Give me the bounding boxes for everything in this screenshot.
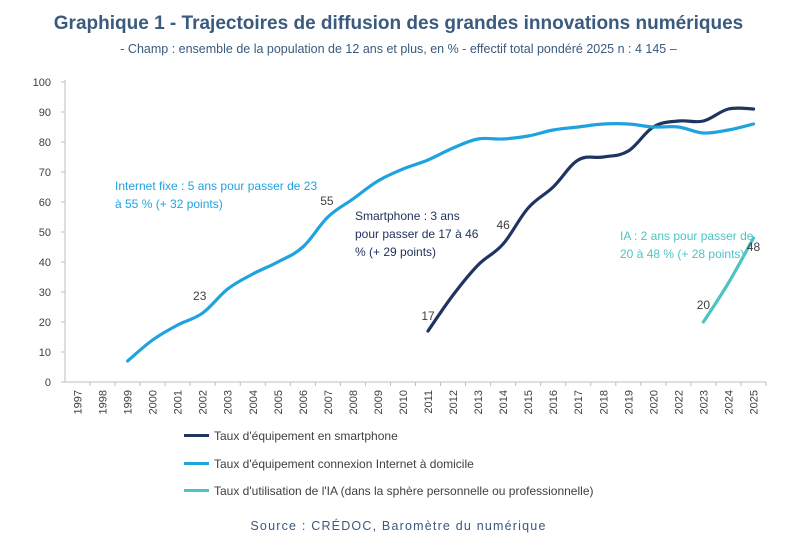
x-tick-label: 2001 xyxy=(173,390,185,414)
x-tick-label: 2023 xyxy=(698,390,710,414)
series-line-ia xyxy=(701,236,756,324)
data-label: 23 xyxy=(193,289,207,303)
legend-label-internet: Taux d'équipement connexion Internet à d… xyxy=(214,457,474,471)
y-tick-label: 60 xyxy=(39,197,51,209)
legend-swatch-internet xyxy=(184,462,209,466)
x-tick-label: 2003 xyxy=(223,390,235,414)
legend-label-smartphone: Taux d'équipement en smartphone xyxy=(214,429,398,443)
x-tick-label: 2015 xyxy=(523,390,535,414)
y-tick-label: 100 xyxy=(33,77,51,89)
x-tick-label: 2022 xyxy=(673,390,685,414)
y-tick-label: 20 xyxy=(39,317,51,329)
annotation-internet: Internet fixe : 5 ans pour passer de 23 … xyxy=(115,179,318,211)
x-tick-label: 2013 xyxy=(473,390,485,414)
y-tick-label: 0 xyxy=(45,377,51,389)
x-tick-label: 2016 xyxy=(548,390,560,414)
y-tick-label: 80 xyxy=(39,137,51,149)
x-tick-label: 1999 xyxy=(123,390,135,414)
chart-subtitle: - Champ : ensemble de la population de 1… xyxy=(120,42,677,56)
chart-title: Graphique 1 - Trajectoires de diffusion … xyxy=(53,13,744,34)
annotation-ia: IA : 2 ans pour passer de 20 à 48 % (+ 2… xyxy=(620,229,754,261)
x-tick-label: 2020 xyxy=(648,390,660,414)
y-tick-label: 10 xyxy=(39,347,51,359)
data-label: 55 xyxy=(320,194,334,208)
x-tick-label: 2019 xyxy=(623,390,635,414)
x-tick-label: 2008 xyxy=(348,390,360,414)
x-tick-label: 2007 xyxy=(323,390,335,414)
legend-swatch-smartphone xyxy=(184,434,209,438)
x-tick-label: 1998 xyxy=(98,390,110,414)
x-tick-label: 2005 xyxy=(273,390,285,414)
x-tick-label: 2010 xyxy=(398,390,410,414)
x-tick-label: 2006 xyxy=(298,390,310,414)
annotation-smartphone: Smartphone : 3 ans pour passer de 17 à 4… xyxy=(355,209,479,259)
x-tick-label: 1997 xyxy=(73,390,85,414)
legend-label-ia: Taux d'utilisation de l'IA (dans la sphè… xyxy=(214,484,594,498)
x-tick-label: 2009 xyxy=(373,390,385,414)
x-tick-label: 2018 xyxy=(598,390,610,414)
data-label: 20 xyxy=(697,298,711,312)
data-label: 46 xyxy=(496,218,510,232)
x-tick-label: 2017 xyxy=(573,390,585,414)
x-tick-label: 2024 xyxy=(723,390,735,414)
y-tick-label: 40 xyxy=(39,257,51,269)
x-tick-label: 2012 xyxy=(448,390,460,414)
x-tick-label: 2004 xyxy=(248,390,260,414)
x-tick-label: 2011 xyxy=(423,390,435,414)
data-label: 48 xyxy=(747,240,761,254)
legend-swatch-ia xyxy=(184,489,209,493)
y-tick-label: 70 xyxy=(39,167,51,179)
x-tick-label: 2000 xyxy=(148,390,160,414)
source-note: Source : CRÉDOC, Baromètre du numérique xyxy=(250,519,547,533)
x-tick-label: 2002 xyxy=(198,390,210,414)
x-tick-label: 2014 xyxy=(498,390,510,414)
x-tick-label: 2025 xyxy=(748,390,760,414)
series-line-smartphone xyxy=(426,106,756,333)
y-tick-label: 30 xyxy=(39,287,51,299)
line-chart: 0 10 20 30 40 50 60 70 80 90 100 1997 1998 1999 2000 20… xyxy=(33,77,767,414)
legend-item-ia: Taux d'utilisation de l'IA (dans la sphè… xyxy=(184,484,593,498)
legend-item-internet: Taux d'équipement connexion Internet à d… xyxy=(184,457,474,471)
series-line-internet xyxy=(126,122,756,363)
y-tick-label: 50 xyxy=(39,227,51,239)
y-tick-label: 90 xyxy=(39,107,51,119)
data-label: 17 xyxy=(421,309,435,323)
legend-item-smartphone: Taux d'équipement en smartphone xyxy=(184,429,398,443)
